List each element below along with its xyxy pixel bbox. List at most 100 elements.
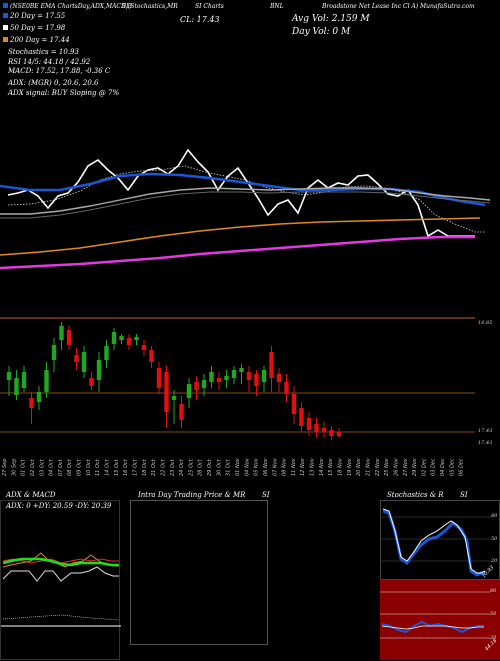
day-volume: Day Vol: 0 M bbox=[292, 27, 351, 37]
date-tick-label: 21 Nov bbox=[365, 457, 371, 476]
price-axis-mid: 17.43 bbox=[478, 428, 493, 434]
candle-body bbox=[261, 370, 267, 382]
date-tick-label: 03 Oct bbox=[39, 458, 45, 476]
candle-body bbox=[81, 352, 87, 372]
avg-volume: Avg Vol: 2.159 M bbox=[292, 14, 370, 24]
date-tick-label: 31 Oct bbox=[226, 458, 232, 476]
date-tick-label: 30 Sep bbox=[11, 459, 17, 476]
rsi-signal-line bbox=[381, 625, 484, 630]
date-tick-label: 02 Oct bbox=[30, 458, 36, 476]
adx-green-line bbox=[2, 557, 119, 567]
date-tick-label: 01 Nov bbox=[235, 457, 241, 476]
date-tick-label: 25 Oct bbox=[188, 458, 194, 476]
date-tick-label: 27 Sep bbox=[2, 459, 8, 476]
candle-body bbox=[314, 424, 319, 432]
adx-label: ADX: (MGR) 0, 20.6, 20.6 bbox=[8, 79, 99, 87]
ema50-swatch-icon bbox=[3, 25, 8, 30]
date-tick-label: 09 Oct bbox=[77, 458, 83, 476]
dotted-line bbox=[7, 165, 485, 233]
rsi-panel: 80 50 20 44.18 bbox=[380, 580, 500, 660]
candle-body bbox=[246, 372, 252, 380]
candle-body bbox=[269, 352, 274, 378]
close-label: CL: 17.43 bbox=[180, 15, 220, 24]
date-tick-label: 07 Oct bbox=[58, 458, 64, 476]
adx-signal-label: ADX signal: BUY Sloping @ 7% bbox=[8, 89, 120, 97]
stoch-axis-20: 20 bbox=[491, 558, 498, 564]
magenta-line bbox=[0, 235, 475, 270]
candle-body bbox=[291, 394, 297, 414]
stoch-k-line bbox=[382, 509, 486, 577]
date-tick-label: 12 Nov bbox=[300, 457, 306, 476]
candle-body bbox=[306, 418, 312, 430]
date-tick-label: 10 Oct bbox=[86, 458, 92, 476]
date-tick-label: 04 Oct bbox=[49, 458, 55, 476]
date-tick-label: 03 Dec bbox=[431, 458, 437, 476]
ema50-shadow-line bbox=[0, 191, 491, 219]
date-tick-label: 29 Oct bbox=[207, 458, 213, 476]
date-tick-label: 15 Oct bbox=[114, 458, 120, 476]
ema200-label: 200 Day = 17.44 bbox=[3, 36, 70, 44]
date-tick-label: 08 Nov bbox=[282, 457, 288, 476]
date-tick-label: 06 Dec bbox=[459, 458, 465, 476]
candle-body bbox=[299, 408, 304, 426]
date-tick-label: 05 Nov bbox=[254, 457, 260, 476]
candle-body bbox=[149, 350, 154, 362]
candle-body bbox=[119, 336, 124, 340]
candle-body bbox=[89, 378, 94, 386]
date-tick-label: 15 Nov bbox=[328, 457, 334, 476]
candle-body bbox=[134, 337, 139, 340]
date-tick-label: 23 Oct bbox=[170, 458, 176, 476]
candle-body bbox=[201, 380, 207, 388]
date-tick-label: 04 Dec bbox=[440, 458, 446, 476]
date-tick-label: 19 Nov bbox=[347, 457, 353, 476]
date-tick-label: 29 Nov bbox=[412, 457, 418, 476]
stoch-axis-80: 80 bbox=[491, 513, 498, 519]
candle-body bbox=[156, 368, 162, 388]
ema200-line bbox=[0, 217, 481, 256]
candle-body bbox=[336, 432, 342, 436]
date-tick-label: 18 Oct bbox=[142, 458, 148, 476]
date-tick-label: 02 Dec bbox=[421, 458, 427, 476]
candle-body bbox=[284, 382, 289, 394]
rsi-line bbox=[381, 620, 484, 634]
ema20-label: 20 Day = 17.55 bbox=[3, 12, 65, 20]
date-tick-label: 05 Dec bbox=[449, 458, 455, 476]
candle-body bbox=[186, 384, 192, 398]
adx-white-line bbox=[2, 566, 119, 582]
candle-body bbox=[179, 404, 184, 420]
stoch-chart bbox=[381, 508, 491, 577]
intraday-panel-title: Intra Day Trading Price & MR bbox=[138, 491, 246, 499]
date-tick-label: 30 Oct bbox=[216, 458, 222, 476]
stochastics-label: Stochastics = 10.93 bbox=[8, 48, 79, 56]
candle-body bbox=[216, 378, 222, 382]
adx-values: ADX: 0 +DY: 20.59 -DY: 20.39 bbox=[6, 502, 112, 510]
rsi-axis-50: 50 bbox=[490, 611, 497, 617]
date-tick-label: 13 Nov bbox=[310, 457, 316, 476]
candle-body bbox=[171, 396, 177, 400]
candle-body bbox=[141, 345, 147, 350]
candle-body bbox=[6, 372, 12, 380]
macd-label: MACD: 17.52, 17.88, -0.36 C bbox=[8, 67, 111, 75]
candle-body bbox=[66, 330, 72, 345]
date-tick-label: 26 Nov bbox=[393, 457, 399, 476]
legend-square-icon bbox=[3, 3, 8, 8]
date-tick-label: 17 Oct bbox=[132, 458, 138, 476]
candle-body bbox=[329, 430, 334, 436]
chart-source-tag: (NSE0BE EMA ChartsDay,ADX,MACD,B bbox=[3, 3, 132, 10]
ema20-swatch-icon bbox=[3, 13, 8, 18]
date-axis: 27 Sep 30 Sep 01 Oct 02 Oct 03 Oct 04 Oct 07 O… bbox=[2, 457, 465, 476]
date-tick-label: 11 Oct bbox=[95, 458, 101, 476]
ticker-symbol: BNL bbox=[270, 3, 284, 10]
adx-panel: ADX: 0 +DY: 20.59 -DY: 20.39 bbox=[0, 500, 121, 660]
date-tick-label: 27 Nov bbox=[403, 457, 409, 476]
candle-body bbox=[224, 376, 229, 380]
candle-body bbox=[104, 346, 109, 360]
date-tick-label: 16 Oct bbox=[123, 458, 129, 476]
main-chart: 27 Sep 30 Sep 01 Oct 02 Oct 03 Oct 04 Oct 07 O… bbox=[0, 148, 491, 476]
date-tick-label: 21 Oct bbox=[151, 458, 157, 476]
date-tick-label: 14 Nov bbox=[319, 457, 325, 476]
ema200-swatch-icon bbox=[3, 37, 8, 42]
candle-body bbox=[209, 372, 214, 382]
date-tick-label: 25 Nov bbox=[384, 457, 390, 476]
date-tick-label: 28 Oct bbox=[198, 458, 204, 476]
